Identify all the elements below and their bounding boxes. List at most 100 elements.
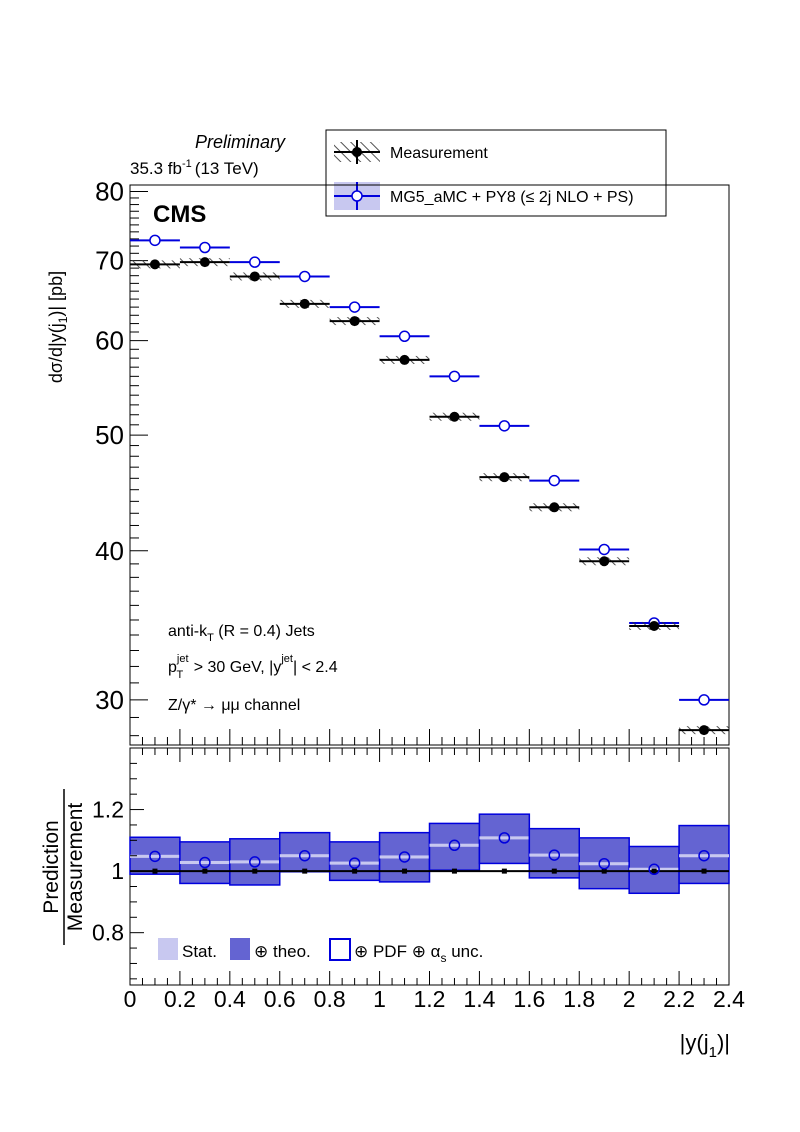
upper-y-axis-title: dσ/d|y(j1)| [pb] [46, 271, 70, 383]
measurement-point [249, 271, 260, 282]
annotation-p-sub: T [177, 669, 184, 681]
annotation-y-sup: jet [280, 653, 293, 665]
ratio-measurement-marker [302, 868, 308, 874]
x-tick-label: 1.2 [414, 986, 446, 1012]
lower-y-tick-label: 0.8 [92, 920, 124, 946]
lumi-exponent: -1 [182, 158, 192, 170]
ratio-point [298, 849, 311, 862]
measurement-point [449, 411, 460, 422]
ratio-total-band [279, 831, 331, 873]
x-axis-title: |y(j1)| [680, 1030, 730, 1061]
measurement-point [199, 257, 210, 268]
ratio-measurement-marker [701, 868, 707, 874]
x-tick-label: 0 [124, 986, 137, 1012]
x-tick-label: 2.4 [713, 986, 745, 1012]
ratio-stat-band [429, 843, 480, 847]
x-tick-label: 1 [373, 986, 386, 1012]
prediction-point [498, 420, 511, 432]
ratio-point [398, 851, 411, 863]
ratio-measurement-marker [202, 868, 208, 874]
ratio-stat-band [479, 836, 530, 840]
measurement-point [149, 259, 160, 270]
legend-frame [325, 129, 667, 217]
upper-y-tick-label: 50 [95, 420, 124, 450]
ratio-legend-stat-swatch [158, 938, 178, 960]
prediction-point [199, 241, 211, 254]
ratio-stat-band [329, 861, 380, 865]
ratio-measurement-marker [152, 868, 158, 874]
ratio-point [249, 856, 261, 868]
ratio-stat-band [529, 853, 580, 857]
x-tick-label: 1.8 [563, 986, 595, 1012]
prediction-point [398, 330, 411, 343]
annotation-p-sup: jet [176, 653, 189, 665]
annotation-line1-rest: (R = 0.4) Jets [214, 623, 315, 640]
prediction-point [249, 256, 261, 268]
ratio-point [598, 857, 610, 870]
ratio-point [648, 863, 660, 876]
upper-y-tick-label: 70 [95, 246, 124, 276]
ratio-stat-band [130, 854, 180, 858]
lumi-value: 35.3 fb [130, 159, 182, 178]
x-tick-label: 2.2 [663, 986, 695, 1012]
prediction-point [348, 301, 361, 313]
lower-axis-ticks: 0.8 1 1.2 0 0.2 0.4 0.6 0.8 1 1.2 1.4 1.6 1.8 2 2.2 2.4 [92, 747, 745, 1012]
measurement-point [349, 316, 360, 327]
ratio-measurement-marker [501, 868, 507, 874]
preliminary-label: Preliminary [195, 132, 286, 152]
ratio-legend-pdf-label: ⊕ PDF ⊕ αs unc. [354, 942, 483, 965]
upper-y-tick-label: 40 [95, 536, 124, 566]
upper-axis-ticks: 30 40 50 60 70 80 [95, 176, 730, 745]
lower-y-tick-label: 1 [111, 858, 124, 884]
prediction-point [598, 543, 610, 556]
x-tick-label: 0.8 [314, 986, 346, 1012]
legend-label-prediction: MG5_aMC + PY8 (≤ 2j NLO + PS) [390, 189, 634, 206]
ratio-legend-unc: unc. [447, 942, 484, 961]
ratio-measurement-marker [402, 868, 408, 874]
upper-y-tick-label: 30 [95, 685, 124, 715]
prediction-point [548, 474, 561, 487]
ratio-measurement-marker [252, 868, 258, 874]
annotation-p: p [168, 659, 177, 676]
ratio-point [199, 856, 211, 869]
ratio-measurement-marker [551, 868, 557, 874]
measurement-point [499, 472, 510, 483]
upper-y-tick-label: 80 [95, 176, 124, 206]
measurement-point [699, 725, 710, 736]
ratio-legend-alpha-sub: s [441, 951, 447, 965]
x-tick-label: 0.2 [164, 986, 196, 1012]
prediction-point [698, 694, 710, 706]
measurement-point [399, 354, 410, 365]
x-tick-label: 2 [623, 986, 636, 1012]
ratio-stat-band [179, 860, 230, 865]
lumi-energy: (13 TeV) [195, 159, 259, 178]
ratio-total-band [328, 841, 381, 882]
ratio-stat-band [679, 854, 729, 858]
ratio-measurement-marker [451, 868, 457, 874]
annotation-end: | < 2.4 [293, 659, 338, 676]
ratio-uncertainty-bands [129, 813, 730, 895]
jet-cuts-annotation: pjet T > 30 GeV, |yjet| < 2.4 [168, 653, 338, 681]
legend: Measurement MG5_aMC + PY8 (≤ 2j NLO + PS… [325, 129, 667, 217]
ratio-stat-band [379, 855, 430, 859]
ratio-point [498, 832, 511, 844]
ratio-legend-theo-swatch [230, 938, 250, 960]
ratio-numerator-label: Prediction [40, 820, 63, 913]
lower-y-tick-label: 1.2 [92, 797, 124, 823]
ratio-stat-band [579, 862, 630, 866]
ratio-legend-stat-label: Stat. [182, 942, 217, 961]
cms-label: CMS [153, 201, 206, 228]
prediction-point [298, 270, 311, 283]
ratio-point [448, 839, 461, 852]
ratio-point [548, 849, 561, 861]
luminosity-label: 35.3 fb-1 (13 TeV) [130, 158, 259, 178]
annotation-mid: > 30 GeV, |y [189, 659, 281, 676]
lower-y-axis-title: Prediction Measurement [40, 789, 87, 945]
upper-y-tick-label: 60 [95, 326, 124, 356]
ratio-stat-band [279, 854, 330, 858]
legend-label-measurement: Measurement [390, 145, 488, 162]
legend-measurement-marker [334, 140, 380, 164]
ratio-legend-pdf-swatch [329, 938, 351, 961]
x-tick-label: 1.6 [513, 986, 545, 1012]
